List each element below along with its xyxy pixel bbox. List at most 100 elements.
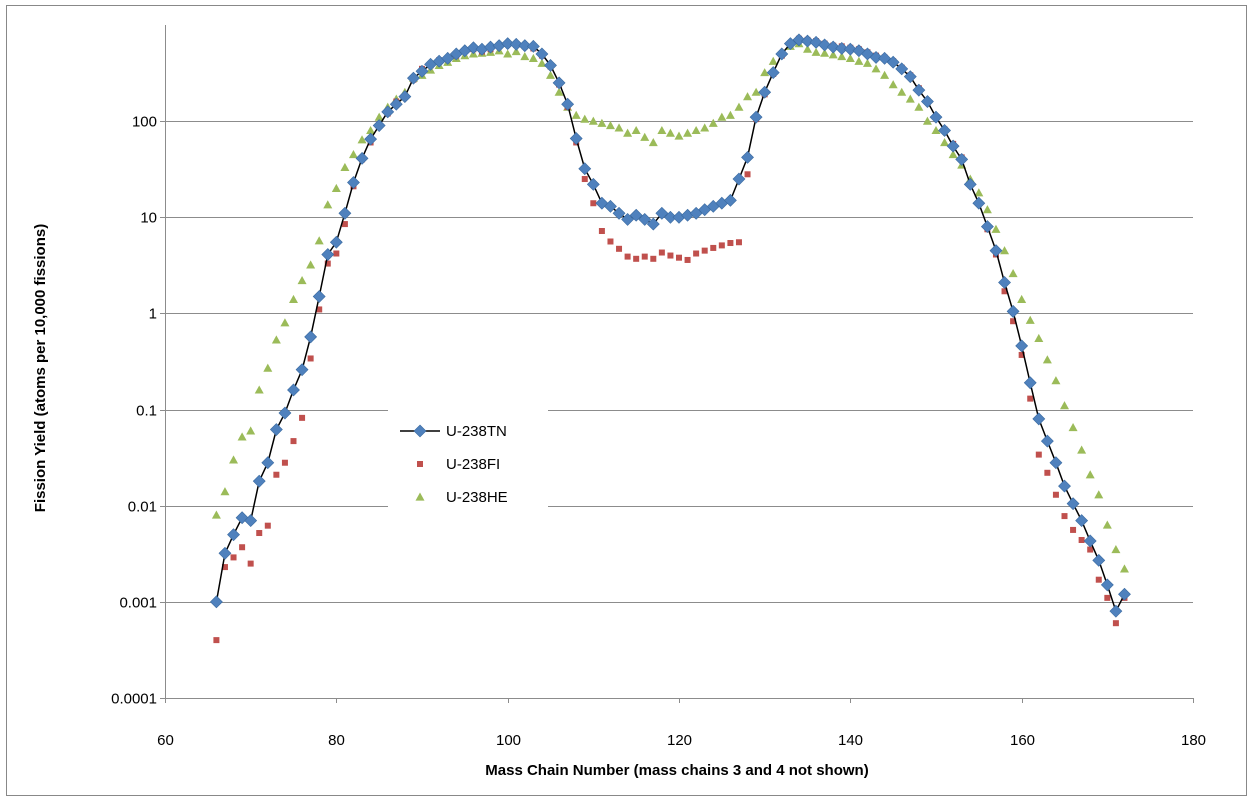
data-point: [929, 110, 943, 124]
data-point: [905, 94, 915, 103]
data-point: [940, 137, 950, 147]
data-point: [758, 85, 772, 99]
data-point: [878, 51, 892, 65]
data-point: [366, 125, 376, 135]
data-point: [854, 56, 864, 65]
data-point: [511, 47, 521, 56]
data-point: [1092, 553, 1106, 567]
data-point: [1087, 546, 1094, 553]
data-point: [297, 276, 307, 285]
data-point: [1111, 545, 1121, 554]
data-point: [1040, 434, 1054, 448]
data-point: [648, 137, 658, 147]
data-point: [526, 39, 540, 53]
data-point: [554, 87, 564, 96]
data-point: [597, 118, 607, 127]
data-point: [246, 426, 256, 435]
data-point: [569, 132, 583, 145]
data-point: [1070, 526, 1077, 533]
data-point: [760, 68, 770, 77]
data-point: [537, 58, 547, 67]
data-point: [895, 62, 909, 76]
data-point: [946, 139, 960, 153]
data-point: [331, 183, 341, 192]
data-point: [1109, 604, 1123, 618]
legend-entry: U-238FI: [417, 456, 500, 473]
series-U-238HE: [211, 39, 1129, 573]
data-point: [261, 456, 275, 470]
data-point: [588, 116, 598, 125]
data-point: [710, 244, 717, 251]
data-point: [676, 254, 682, 261]
data-point: [614, 123, 624, 132]
data-point: [869, 50, 883, 64]
data-point: [280, 318, 290, 327]
data-point: [372, 119, 386, 132]
data-point: [912, 83, 926, 97]
data-point: [247, 560, 254, 567]
data-point: [501, 37, 515, 51]
data-point: [289, 294, 298, 303]
data-point: [381, 105, 395, 119]
data-point: [1104, 594, 1111, 601]
data-point: [998, 276, 1011, 289]
data-point: [341, 221, 348, 228]
data-point: [1015, 339, 1029, 353]
data-point: [528, 53, 538, 62]
data-point: [398, 90, 412, 104]
data-point: [1083, 534, 1097, 548]
data-point: [254, 385, 264, 394]
data-point: [364, 132, 378, 146]
x-axis-title: Mass Chain Number (mass chains 3 and 4 n…: [485, 762, 868, 779]
data-point: [1051, 376, 1061, 385]
y-tick-label: 0.001: [119, 595, 157, 612]
data-point: [271, 335, 281, 344]
legend-label: U-238FI: [446, 456, 500, 473]
data-point: [590, 200, 597, 207]
data-point: [897, 87, 907, 96]
data-point: [624, 253, 631, 260]
data-point: [269, 423, 283, 436]
data-point: [751, 87, 761, 96]
data-point: [886, 55, 900, 69]
data-point: [218, 546, 232, 560]
y-tick-label: 0.0001: [111, 691, 157, 708]
data-point: [744, 171, 751, 178]
data-point: [1052, 491, 1059, 498]
data-point: [1060, 401, 1069, 410]
data-point: [1017, 294, 1027, 303]
data-point: [520, 52, 530, 61]
data-point: [316, 306, 323, 313]
data-point: [333, 250, 340, 257]
data-point: [340, 162, 350, 172]
data-point: [803, 44, 812, 53]
data-point: [775, 47, 789, 61]
data-point: [655, 206, 669, 220]
data-point: [700, 123, 710, 132]
legend-marker: [413, 424, 427, 438]
data-point: [727, 240, 734, 247]
data-point: [321, 248, 335, 261]
data-point: [766, 66, 780, 80]
data-point: [598, 228, 605, 235]
data-point: [230, 554, 237, 561]
data-point: [348, 149, 358, 159]
data-point: [211, 510, 221, 519]
chart-area-border: [6, 5, 1247, 796]
data-point: [972, 196, 986, 210]
data-point: [743, 92, 753, 101]
data-point: [227, 528, 240, 542]
data-point: [441, 51, 455, 65]
data-point: [741, 150, 754, 164]
data-point: [667, 252, 674, 259]
data-point: [931, 125, 941, 135]
x-tick-label: 160: [1010, 732, 1035, 749]
data-point: [503, 49, 513, 58]
data-point: [1058, 479, 1071, 493]
data-point: [324, 260, 331, 267]
data-point: [693, 250, 700, 257]
data-point: [273, 471, 280, 478]
data-point: [657, 125, 667, 135]
